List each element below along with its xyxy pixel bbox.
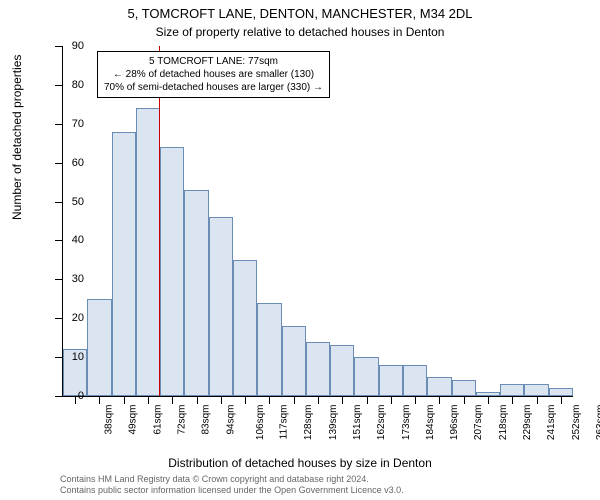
x-tick-label: 61sqm	[152, 405, 163, 435]
y-tick-label: 20	[54, 312, 84, 324]
x-tick	[269, 396, 270, 404]
y-tick-label: 50	[54, 196, 84, 208]
y-tick-label: 60	[54, 157, 84, 169]
x-tick-label: 38sqm	[104, 405, 115, 435]
x-tick-label: 151sqm	[352, 405, 363, 441]
histogram-bar	[233, 260, 257, 396]
chart-container: 5, TOMCROFT LANE, DENTON, MANCHESTER, M3…	[0, 0, 600, 500]
footer: Contains HM Land Registry data © Crown c…	[60, 474, 404, 496]
x-tick-label: 173sqm	[401, 405, 412, 441]
histogram-bar	[136, 108, 160, 396]
x-tick-label: 252sqm	[571, 405, 582, 441]
x-tick	[439, 396, 440, 404]
x-tick	[172, 396, 173, 404]
x-tick	[367, 396, 368, 404]
x-tick	[221, 396, 222, 404]
y-tick-label: 90	[54, 40, 84, 52]
histogram-bar	[160, 147, 184, 396]
x-tick-label: 196sqm	[449, 405, 460, 441]
histogram-bar	[330, 345, 354, 396]
histogram-bar	[379, 365, 403, 396]
footer-line: Contains HM Land Registry data © Crown c…	[60, 474, 404, 485]
x-axis-label: Distribution of detached houses by size …	[0, 456, 600, 470]
footer-line: Contains public sector information licen…	[60, 485, 404, 496]
histogram-bar	[427, 377, 451, 396]
x-tick	[245, 396, 246, 404]
x-tick	[537, 396, 538, 404]
x-tick	[415, 396, 416, 404]
x-tick-label: 229sqm	[522, 405, 533, 441]
annotation-line: 5 TOMCROFT LANE: 77sqm	[104, 55, 323, 68]
x-tick	[124, 396, 125, 404]
annotation-line: ← 28% of detached houses are smaller (13…	[104, 68, 323, 81]
x-tick-label: 106sqm	[255, 405, 266, 441]
y-axis-label: Number of detached properties	[10, 55, 24, 220]
x-tick	[391, 396, 392, 404]
y-tick-label: 10	[54, 351, 84, 363]
x-tick-label: 263sqm	[595, 405, 600, 441]
x-tick-label: 139sqm	[328, 405, 339, 441]
x-tick-label: 94sqm	[225, 405, 236, 435]
x-tick-label: 49sqm	[128, 405, 139, 435]
annotation-box: 5 TOMCROFT LANE: 77sqm ← 28% of detached…	[97, 51, 330, 98]
x-tick-label: 184sqm	[425, 405, 436, 441]
x-tick	[148, 396, 149, 404]
x-tick-label: 218sqm	[498, 405, 509, 441]
y-tick-label: 30	[54, 273, 84, 285]
x-tick	[197, 396, 198, 404]
histogram-bar	[112, 132, 136, 396]
x-tick	[464, 396, 465, 404]
histogram-bar	[524, 384, 548, 396]
x-tick	[318, 396, 319, 404]
histogram-bar	[209, 217, 233, 396]
annotation-line: 70% of semi-detached houses are larger (…	[104, 81, 323, 94]
x-tick	[99, 396, 100, 404]
x-tick-label: 128sqm	[304, 405, 315, 441]
marker-line	[159, 46, 160, 396]
y-tick-label: 0	[54, 390, 84, 402]
x-tick-label: 162sqm	[376, 405, 387, 441]
page-title: 5, TOMCROFT LANE, DENTON, MANCHESTER, M3…	[0, 0, 600, 23]
x-tick-label: 207sqm	[474, 405, 485, 441]
x-tick-label: 83sqm	[201, 405, 212, 435]
y-tick-label: 80	[54, 79, 84, 91]
histogram-bar	[549, 388, 573, 396]
histogram-bar	[257, 303, 281, 396]
histogram-bar	[87, 299, 111, 396]
histogram-bar	[403, 365, 427, 396]
histogram-bar	[282, 326, 306, 396]
x-tick	[294, 396, 295, 404]
y-tick-label: 40	[54, 234, 84, 246]
x-tick	[488, 396, 489, 404]
page-subtitle: Size of property relative to detached ho…	[0, 23, 600, 39]
x-tick-label: 241sqm	[546, 405, 557, 441]
y-tick-label: 70	[54, 118, 84, 130]
histogram-bar	[354, 357, 378, 396]
chart-area: 38sqm49sqm61sqm72sqm83sqm94sqm106sqm117s…	[62, 46, 572, 396]
plot-region: 38sqm49sqm61sqm72sqm83sqm94sqm106sqm117s…	[62, 46, 573, 397]
x-tick-label: 72sqm	[177, 405, 188, 435]
x-tick-label: 117sqm	[278, 405, 289, 440]
histogram-bar	[184, 190, 208, 396]
x-tick	[342, 396, 343, 404]
histogram-bar	[452, 380, 476, 396]
histogram-bar	[500, 384, 524, 396]
x-tick	[512, 396, 513, 404]
histogram-bar	[306, 342, 330, 396]
x-tick	[561, 396, 562, 404]
